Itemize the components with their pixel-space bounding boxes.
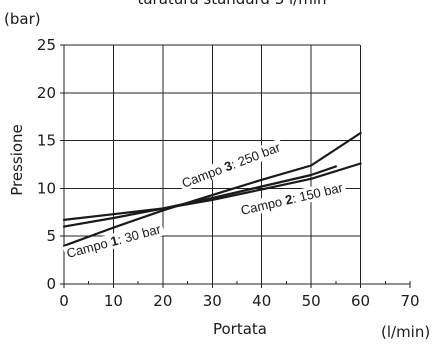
x-tick-label: 40 [252, 292, 271, 310]
x-tick-label: 50 [302, 292, 321, 310]
y-tick-label: 20 [37, 84, 56, 102]
series-label-background [237, 179, 347, 219]
series-line-2 [62, 162, 362, 221]
y-axis-title: Pressione [8, 124, 26, 196]
series-label-2: Campo 2: 150 bar [237, 179, 347, 219]
grid [60, 44, 411, 288]
series-line-1 [62, 131, 362, 247]
series-label-3: Campo 3: 250 bar [177, 138, 285, 192]
y-tick-label: 25 [37, 36, 56, 54]
y-tick-label: 15 [37, 132, 56, 150]
y-unit-label: (bar) [4, 10, 41, 28]
y-tick-labels: 0 5 10 15 20 25 [37, 36, 56, 293]
x-tick-label: 30 [203, 292, 222, 310]
y-tick-label: 10 [37, 179, 56, 197]
x-tick-label: 0 [59, 292, 69, 310]
chart-title: taratura standard 3 l/min [137, 0, 326, 8]
x-unit-label: (l/min) [381, 323, 430, 341]
series-lines [62, 131, 362, 247]
x-tick-label: 20 [153, 292, 172, 310]
y-tick-label: 5 [46, 227, 56, 245]
y-tick-label: 0 [46, 275, 56, 293]
series-label-text: Campo 3: 250 bar [180, 139, 283, 191]
series-label-background [177, 138, 285, 192]
x-tick-labels: 0 10 20 30 40 50 60 70 [59, 292, 419, 310]
x-axis-title: Portata [213, 320, 267, 338]
x-tick-label: 60 [351, 292, 370, 310]
series-line-3 [62, 165, 337, 228]
series-label-text: Campo 2: 150 bar [239, 180, 344, 218]
x-tick-label: 10 [104, 292, 123, 310]
series-label-background [62, 220, 165, 262]
x-tick-label: 70 [400, 292, 419, 310]
